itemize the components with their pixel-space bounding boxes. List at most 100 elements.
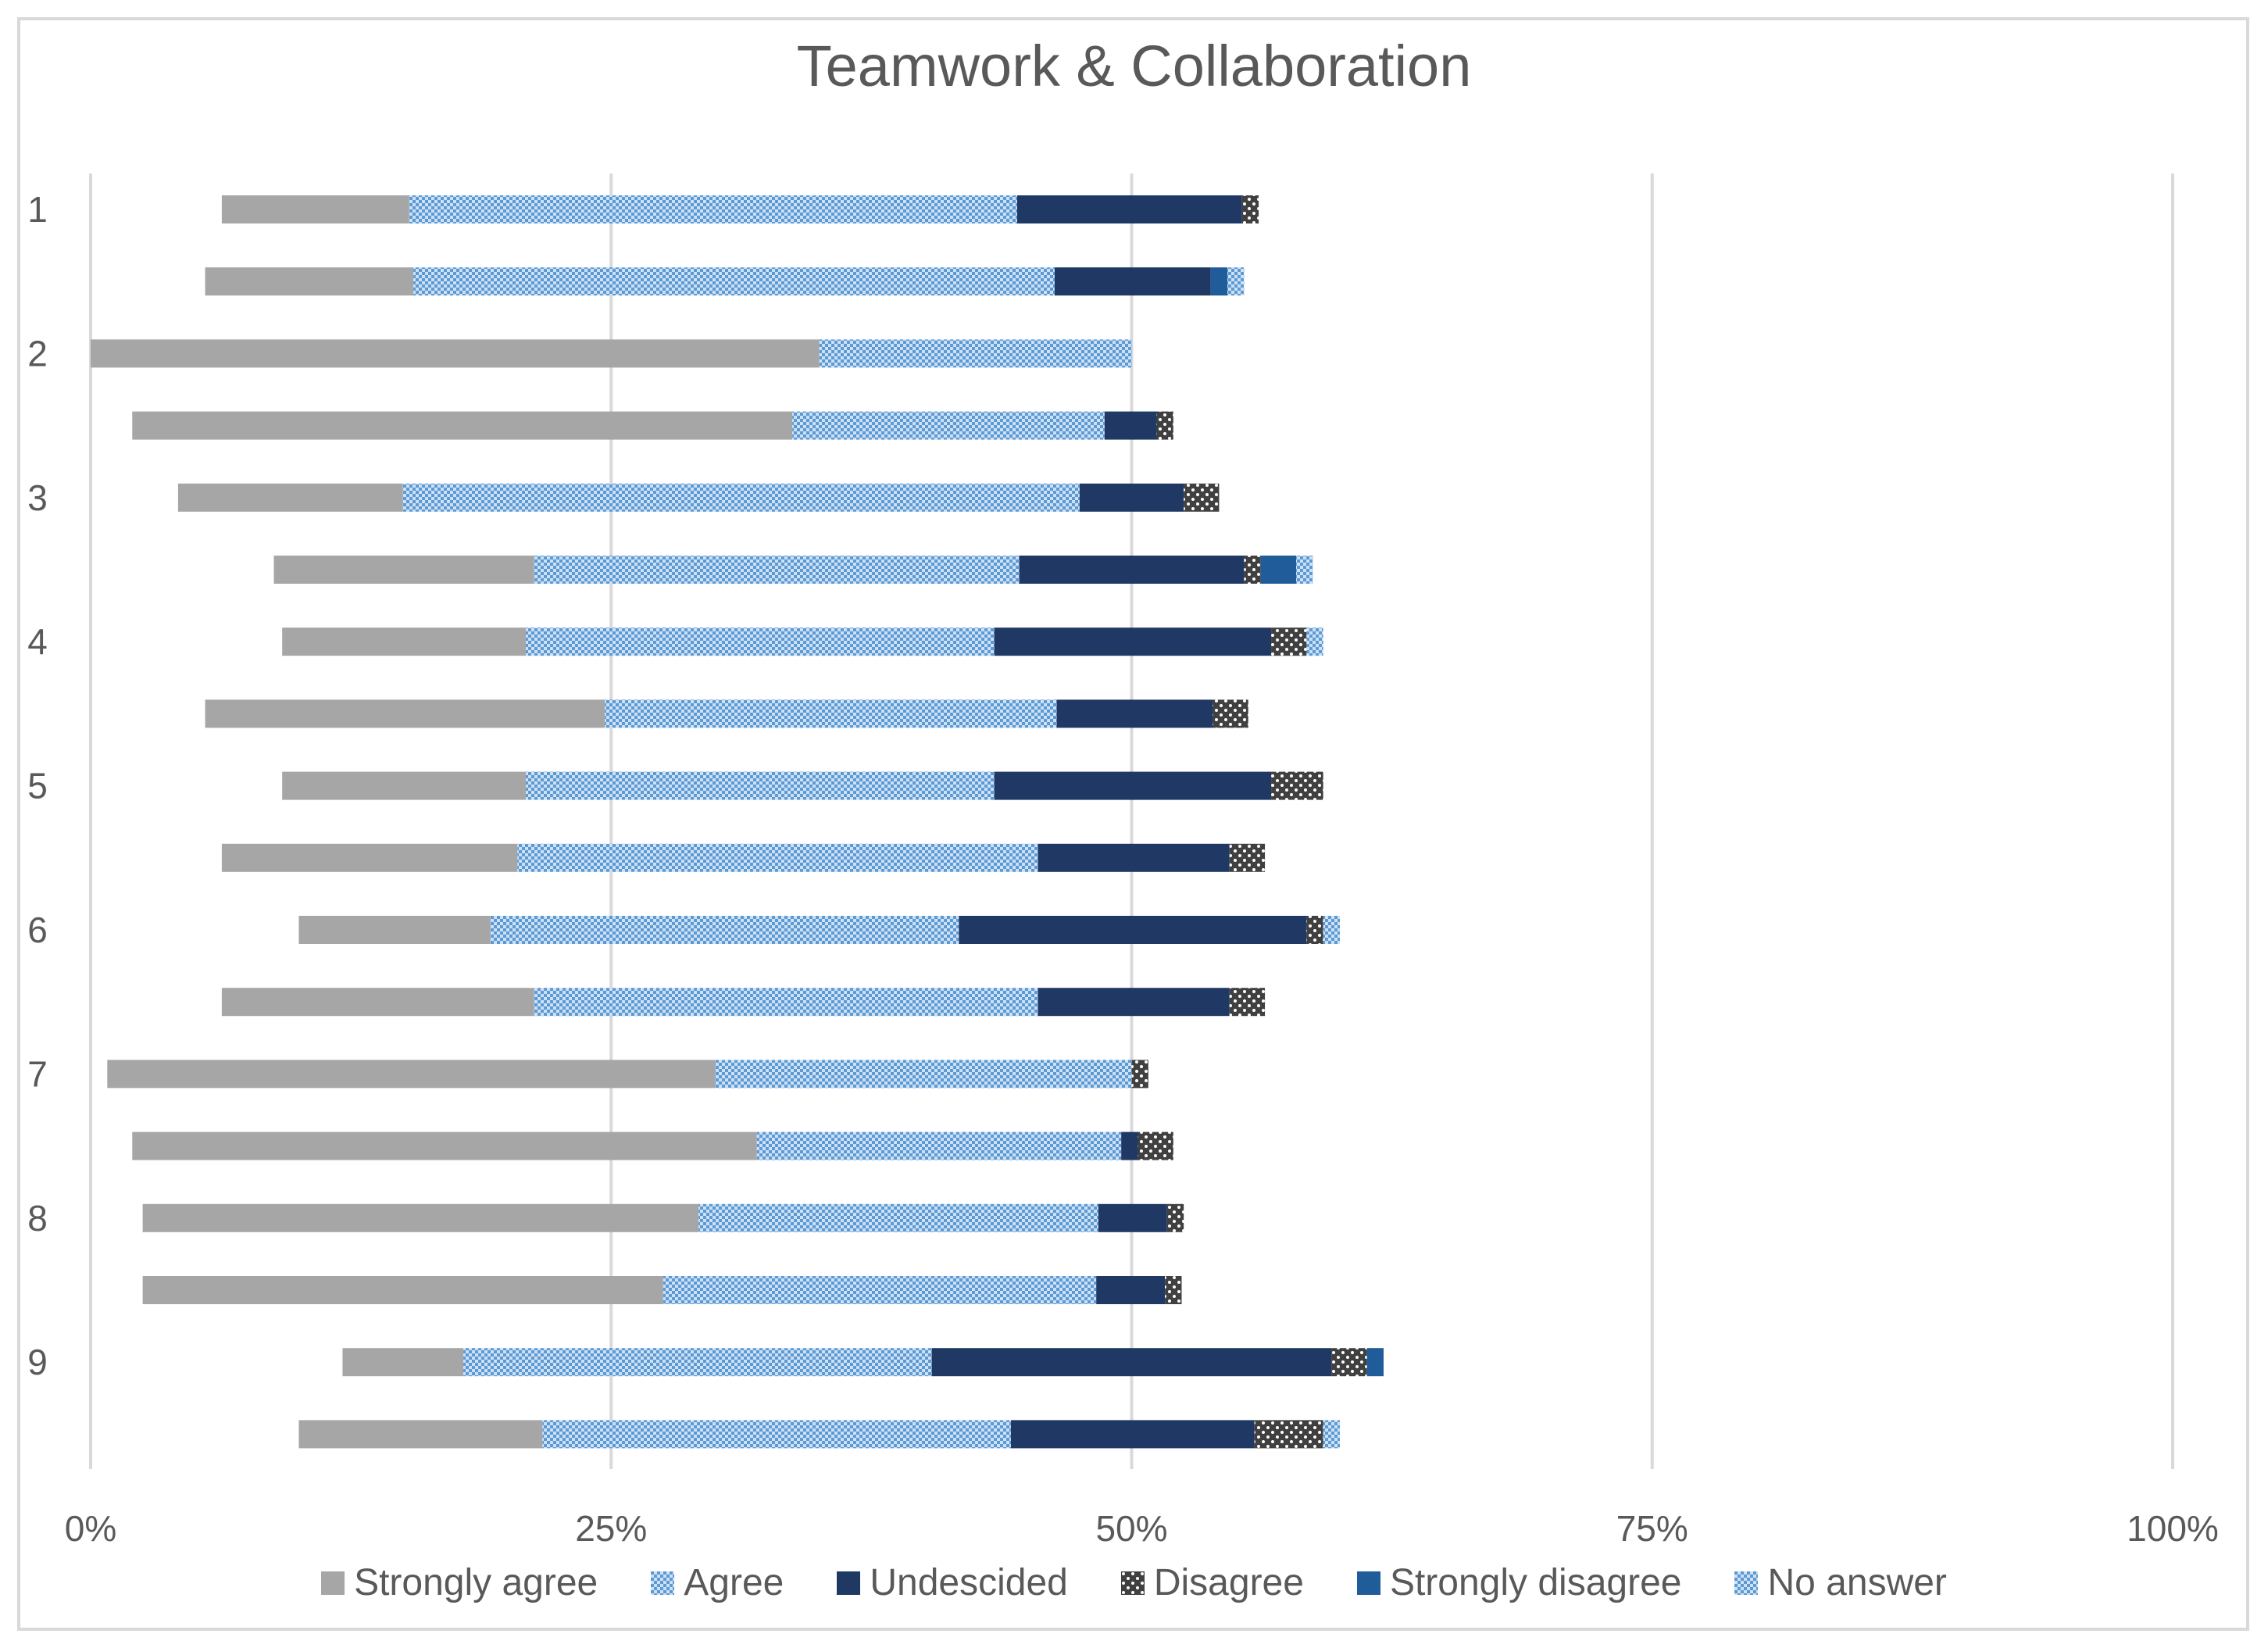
legend-item: Disagree: [1120, 1561, 1304, 1604]
legend-swatch: [321, 1571, 345, 1595]
bar-segment-disagree: [1229, 843, 1266, 872]
x-tick-label: 75%: [1616, 1508, 1688, 1549]
bar-segment-agree: [525, 627, 995, 656]
bar-segment-strongly-agree: [177, 483, 403, 512]
bar-segment-strongly-agree: [205, 699, 605, 728]
y-tick-label: 2: [27, 333, 48, 374]
bar-segment-no-answer: [1296, 556, 1313, 584]
legend-swatch: [1734, 1571, 1759, 1595]
bar-segment-agree: [819, 339, 1132, 368]
bar-segment-strongly-agree: [298, 916, 491, 944]
bar-segment-strongly-agree: [107, 1060, 716, 1089]
bar-segment-disagree: [1131, 1060, 1148, 1089]
bar-segment-strongly-agree: [273, 556, 534, 584]
legend-label: Disagree: [1153, 1562, 1304, 1603]
bar-segment-undescided: [1019, 556, 1245, 584]
bar-segment-no-answer: [1323, 1420, 1340, 1449]
bar-segment-agree: [534, 988, 1038, 1017]
bar-segment-disagree: [1166, 1203, 1184, 1232]
bar-segment-agree: [542, 1420, 1011, 1449]
bar-segment-disagree: [1306, 916, 1323, 944]
bar-segment-disagree: [1156, 411, 1173, 440]
bar-segment-strongly-agree: [205, 267, 414, 296]
y-tick-label: 9: [27, 1342, 48, 1382]
y-tick-label: 7: [27, 1053, 48, 1094]
bar-segment-agree: [463, 1348, 932, 1377]
y-tick-label: 6: [27, 910, 48, 950]
bar-segment-disagree: [1244, 556, 1261, 584]
bar-segment-agree: [792, 411, 1105, 440]
y-tick-label: 8: [27, 1198, 48, 1239]
bar-segment-disagree: [1138, 1131, 1173, 1160]
y-tick-label: 5: [27, 766, 48, 806]
legend-item: Strongly agree: [321, 1561, 598, 1604]
legend-item: Undescided: [837, 1561, 1068, 1604]
bar-segment-strongly-agree: [282, 771, 526, 800]
bar-segment-disagree: [1165, 1276, 1182, 1304]
bar-segment-agree: [698, 1203, 1098, 1232]
bar-segment-undescided: [1121, 1131, 1138, 1160]
bar-segment-strongly-disagree: [1210, 267, 1228, 296]
bar-segment-disagree: [1254, 1420, 1323, 1449]
bar-segment-agree: [517, 843, 1038, 872]
bar-segment-strongly-agree: [221, 195, 409, 223]
bar-segment-strongly-agree: [298, 1420, 543, 1449]
bar-segment-agree: [413, 267, 1055, 296]
bar-segment-undescided: [1016, 195, 1242, 223]
bar-segment-undescided: [1104, 411, 1157, 440]
y-tick-label: 3: [27, 477, 48, 518]
bar-segment-strongly-agree: [221, 988, 534, 1017]
legend-label: Agree: [684, 1562, 784, 1603]
bar-segment-agree: [715, 1060, 1132, 1089]
y-tick-label: 1: [27, 189, 48, 230]
bar-segment-disagree: [1241, 195, 1259, 223]
bar-segment-undescided: [1038, 988, 1230, 1017]
bar-segment-undescided: [994, 627, 1272, 656]
bar-segment-undescided: [931, 1348, 1332, 1377]
legend-swatch: [1356, 1571, 1380, 1595]
bar-segment-agree: [605, 699, 1057, 728]
legend-swatch: [651, 1571, 675, 1595]
bar-segment-disagree: [1271, 627, 1307, 656]
legend-label: Undescided: [870, 1562, 1068, 1603]
bar-segment-undescided: [1056, 699, 1213, 728]
bar-segment-disagree: [1271, 771, 1323, 800]
bar-segment-undescided: [959, 916, 1307, 944]
legend-label: Strongly disagree: [1389, 1562, 1682, 1603]
legend-swatch: [1120, 1571, 1145, 1595]
bar-segment-undescided: [1079, 483, 1184, 512]
bar-segment-disagree: [1213, 699, 1248, 728]
bar-segment-strongly-disagree: [1260, 556, 1297, 584]
bar-segment-agree: [534, 556, 1020, 584]
bar-segment-disagree: [1229, 988, 1266, 1017]
bar-segment-strongly-agree: [91, 339, 820, 368]
x-tick-label: 25%: [575, 1508, 647, 1549]
bar-segment-strongly-agree: [342, 1348, 464, 1377]
bar-segment-undescided: [1010, 1420, 1255, 1449]
bar-segment-no-answer: [1306, 627, 1323, 656]
bar-segment-agree: [490, 916, 959, 944]
bar-segment-agree: [409, 195, 1017, 223]
bar-segment-undescided: [1098, 1203, 1167, 1232]
legend-swatch: [837, 1571, 861, 1595]
bar-segment-undescided: [1096, 1276, 1166, 1304]
legend-item: No answer: [1734, 1561, 1947, 1604]
bar-segment-undescided: [1038, 843, 1230, 872]
bar-segment-undescided: [994, 771, 1272, 800]
chart-legend: Strongly agree Agree Undescided Disagree Str…: [0, 1561, 2268, 1604]
bar-segment-undescided: [1054, 267, 1211, 296]
bar-segment-strongly-agree: [221, 843, 518, 872]
x-tick-label: 0%: [65, 1508, 116, 1549]
bar-segment-strongly-agree: [142, 1276, 663, 1304]
bar-segment-agree: [402, 483, 1080, 512]
bar-segment-agree: [525, 771, 995, 800]
bar-segment-no-answer: [1323, 916, 1340, 944]
x-tick-label: 100%: [2127, 1508, 2219, 1549]
bar-segment-strongly-agree: [132, 1131, 757, 1160]
bar-segment-strongly-disagree: [1366, 1348, 1384, 1377]
bar-segment-strongly-agree: [142, 1203, 699, 1232]
bar-segment-strongly-agree: [132, 411, 793, 440]
bar-segment-disagree: [1184, 483, 1220, 512]
x-tick-label: 50%: [1095, 1508, 1167, 1549]
